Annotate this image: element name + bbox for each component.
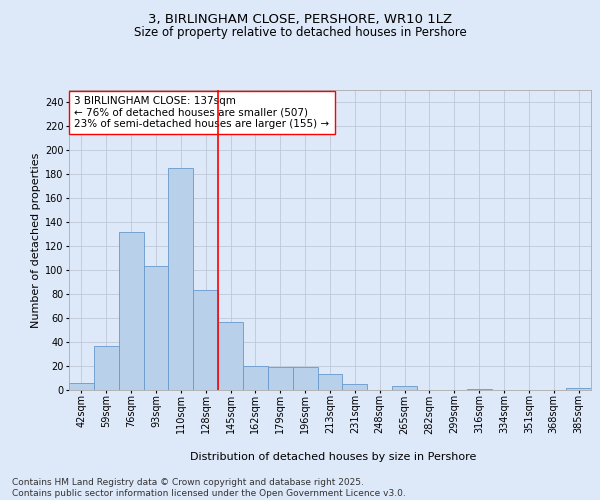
- Text: 3, BIRLINGHAM CLOSE, PERSHORE, WR10 1LZ: 3, BIRLINGHAM CLOSE, PERSHORE, WR10 1LZ: [148, 12, 452, 26]
- Bar: [143, 266, 169, 390]
- Bar: [94, 346, 119, 390]
- Text: Contains HM Land Registry data © Crown copyright and database right 2025.
Contai: Contains HM Land Registry data © Crown c…: [12, 478, 406, 498]
- Y-axis label: Number of detached properties: Number of detached properties: [31, 152, 41, 328]
- Bar: [317, 374, 343, 390]
- Bar: [119, 232, 143, 390]
- Bar: [343, 384, 367, 390]
- Bar: [566, 388, 591, 390]
- Bar: [69, 383, 94, 390]
- Bar: [392, 386, 417, 390]
- Bar: [193, 290, 218, 390]
- Bar: [467, 389, 491, 390]
- Bar: [218, 322, 243, 390]
- Bar: [268, 367, 293, 390]
- Text: 3 BIRLINGHAM CLOSE: 137sqm
← 76% of detached houses are smaller (507)
23% of sem: 3 BIRLINGHAM CLOSE: 137sqm ← 76% of deta…: [74, 96, 329, 129]
- Bar: [169, 168, 193, 390]
- Text: Distribution of detached houses by size in Pershore: Distribution of detached houses by size …: [190, 452, 476, 462]
- Bar: [293, 367, 317, 390]
- Bar: [243, 366, 268, 390]
- Text: Size of property relative to detached houses in Pershore: Size of property relative to detached ho…: [134, 26, 466, 39]
